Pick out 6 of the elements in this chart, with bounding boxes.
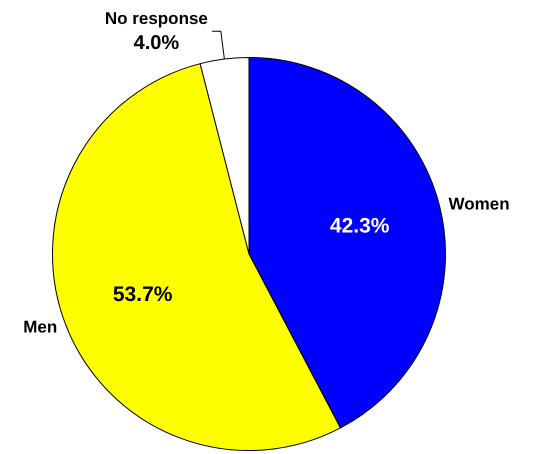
data-label: 53.7% [112,282,173,306]
data-label: 42.3% [330,214,390,238]
data-label: 4.0% [134,32,180,54]
slice-label: Women [448,194,510,214]
slice-label: No response [104,8,208,28]
slice-label: Men [23,318,58,337]
